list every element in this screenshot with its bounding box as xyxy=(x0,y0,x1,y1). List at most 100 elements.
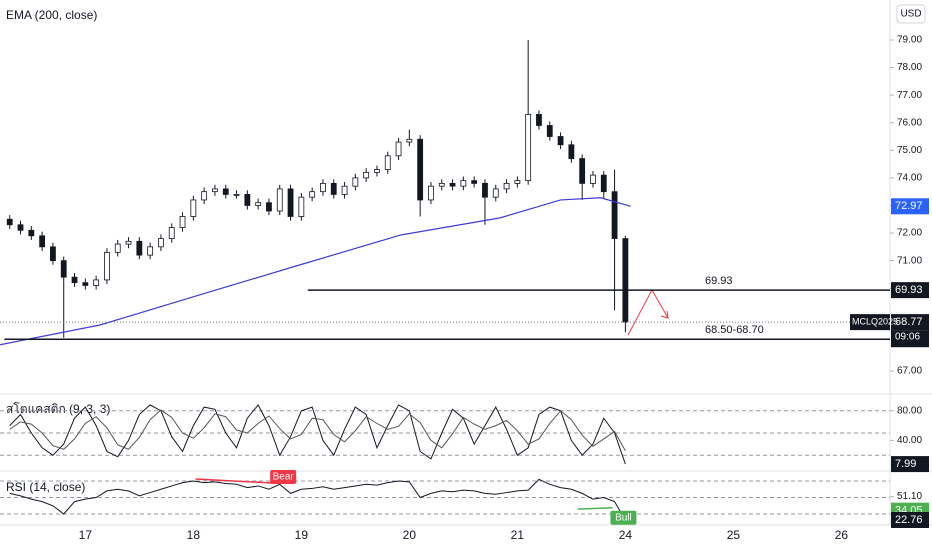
candle-body xyxy=(460,180,467,187)
candle-body xyxy=(104,251,110,281)
indicator-title: RSI (14, close) xyxy=(6,480,85,494)
candle-body xyxy=(417,138,424,201)
candle-body xyxy=(492,188,499,198)
divergence-label: Bear xyxy=(273,472,295,483)
y-tick-label: 74.00 xyxy=(897,173,922,184)
candle-body xyxy=(190,199,197,217)
x-tick-label: 25 xyxy=(727,528,741,542)
price-badge xyxy=(891,198,929,215)
y-tick-label: 78.00 xyxy=(897,62,922,73)
candle-body xyxy=(590,174,596,184)
candle-body xyxy=(471,180,478,184)
price-badge xyxy=(891,314,929,331)
price-badge xyxy=(891,282,929,299)
divergence-line xyxy=(577,506,613,510)
candle-body xyxy=(28,229,35,237)
y-tick-label: 67.00 xyxy=(897,366,922,377)
candle-body xyxy=(114,243,121,253)
x-tick-label: 18 xyxy=(187,528,201,542)
candle-body xyxy=(244,194,251,206)
countdown: 09:06 xyxy=(895,331,920,342)
y-tick-label: 72.00 xyxy=(897,228,922,239)
candle-body xyxy=(179,216,186,228)
candle-body xyxy=(525,114,532,182)
candle-body xyxy=(287,188,294,217)
candle-body xyxy=(611,191,618,239)
arrow-head xyxy=(660,310,669,319)
candle-body xyxy=(6,218,13,226)
divergence-line xyxy=(195,478,273,484)
candle-body xyxy=(374,169,380,173)
y-tick-label: 40.00 xyxy=(897,435,922,446)
indicator-title: สโตแคสติก (9, 3, 3) xyxy=(6,402,110,416)
x-tick-label: 19 xyxy=(295,528,309,542)
y-tick-label: 51.10 xyxy=(897,491,922,502)
candle-body xyxy=(514,180,521,184)
candle-body xyxy=(330,182,337,195)
price-badge-label: 7.99 xyxy=(895,458,916,470)
y-tick-label: 79.00 xyxy=(897,35,922,46)
candle-body xyxy=(352,177,359,187)
candle-body xyxy=(309,191,316,198)
level-label: 69.93 xyxy=(705,275,733,287)
y-tick-label: 80.00 xyxy=(897,405,922,416)
candle-body xyxy=(341,185,348,195)
chart-title: EMA (200, close) xyxy=(6,8,97,22)
candle-body xyxy=(233,194,240,196)
divergence-label: Bull xyxy=(615,512,632,523)
candle-body xyxy=(406,138,413,143)
indicator-line xyxy=(9,403,626,465)
candle-body xyxy=(93,279,100,286)
price-badge xyxy=(891,511,929,528)
candle-body xyxy=(622,238,629,323)
candle-body xyxy=(503,182,510,190)
y-tick-label: 76.00 xyxy=(897,117,922,128)
ema-line xyxy=(0,197,631,346)
candle-body xyxy=(428,185,434,201)
candle-body xyxy=(600,174,607,193)
candle-body xyxy=(158,238,164,248)
level-label: 68.50-68.70 xyxy=(705,324,764,336)
x-tick-label: 24 xyxy=(619,528,633,542)
candle-body xyxy=(276,188,283,212)
candle-body xyxy=(266,202,272,212)
y-tick-label: 77.00 xyxy=(897,90,922,101)
y-tick-label: 75.00 xyxy=(897,145,922,156)
candle-body xyxy=(557,136,564,146)
candle-body xyxy=(82,282,89,286)
candle-body xyxy=(568,144,575,159)
candle-body xyxy=(50,246,56,262)
candle-body xyxy=(136,240,143,256)
currency-box[interactable] xyxy=(896,4,926,24)
candle-body xyxy=(384,155,391,171)
candle-body xyxy=(168,227,175,239)
candle-body xyxy=(147,246,154,256)
candle-body xyxy=(546,125,553,137)
price-badge-label: 72.97 xyxy=(895,200,923,212)
divergence-badge xyxy=(270,469,297,484)
candle-body xyxy=(320,182,326,193)
price-badge-label: 22.76 xyxy=(895,514,923,526)
x-tick-label: 26 xyxy=(835,528,849,542)
x-tick-label: 20 xyxy=(403,528,417,542)
divergence-badge xyxy=(610,510,637,525)
candle-body xyxy=(39,235,46,248)
candle-body xyxy=(71,276,78,284)
candle-body xyxy=(125,240,132,245)
candle-body xyxy=(536,114,542,126)
candle-body xyxy=(60,260,67,278)
symbol-label: MCLQ2025 xyxy=(852,316,898,326)
price-badge xyxy=(891,456,929,473)
candle-body xyxy=(255,202,262,206)
indicator-line xyxy=(9,409,626,452)
candle-body xyxy=(579,158,586,184)
candle-body xyxy=(298,196,305,217)
price-badge-label: 68.77 xyxy=(895,316,923,328)
price-badge-label: 69.93 xyxy=(895,284,923,296)
candle-body xyxy=(222,188,229,195)
indicator-line xyxy=(9,478,626,521)
x-tick-label: 21 xyxy=(511,528,525,542)
